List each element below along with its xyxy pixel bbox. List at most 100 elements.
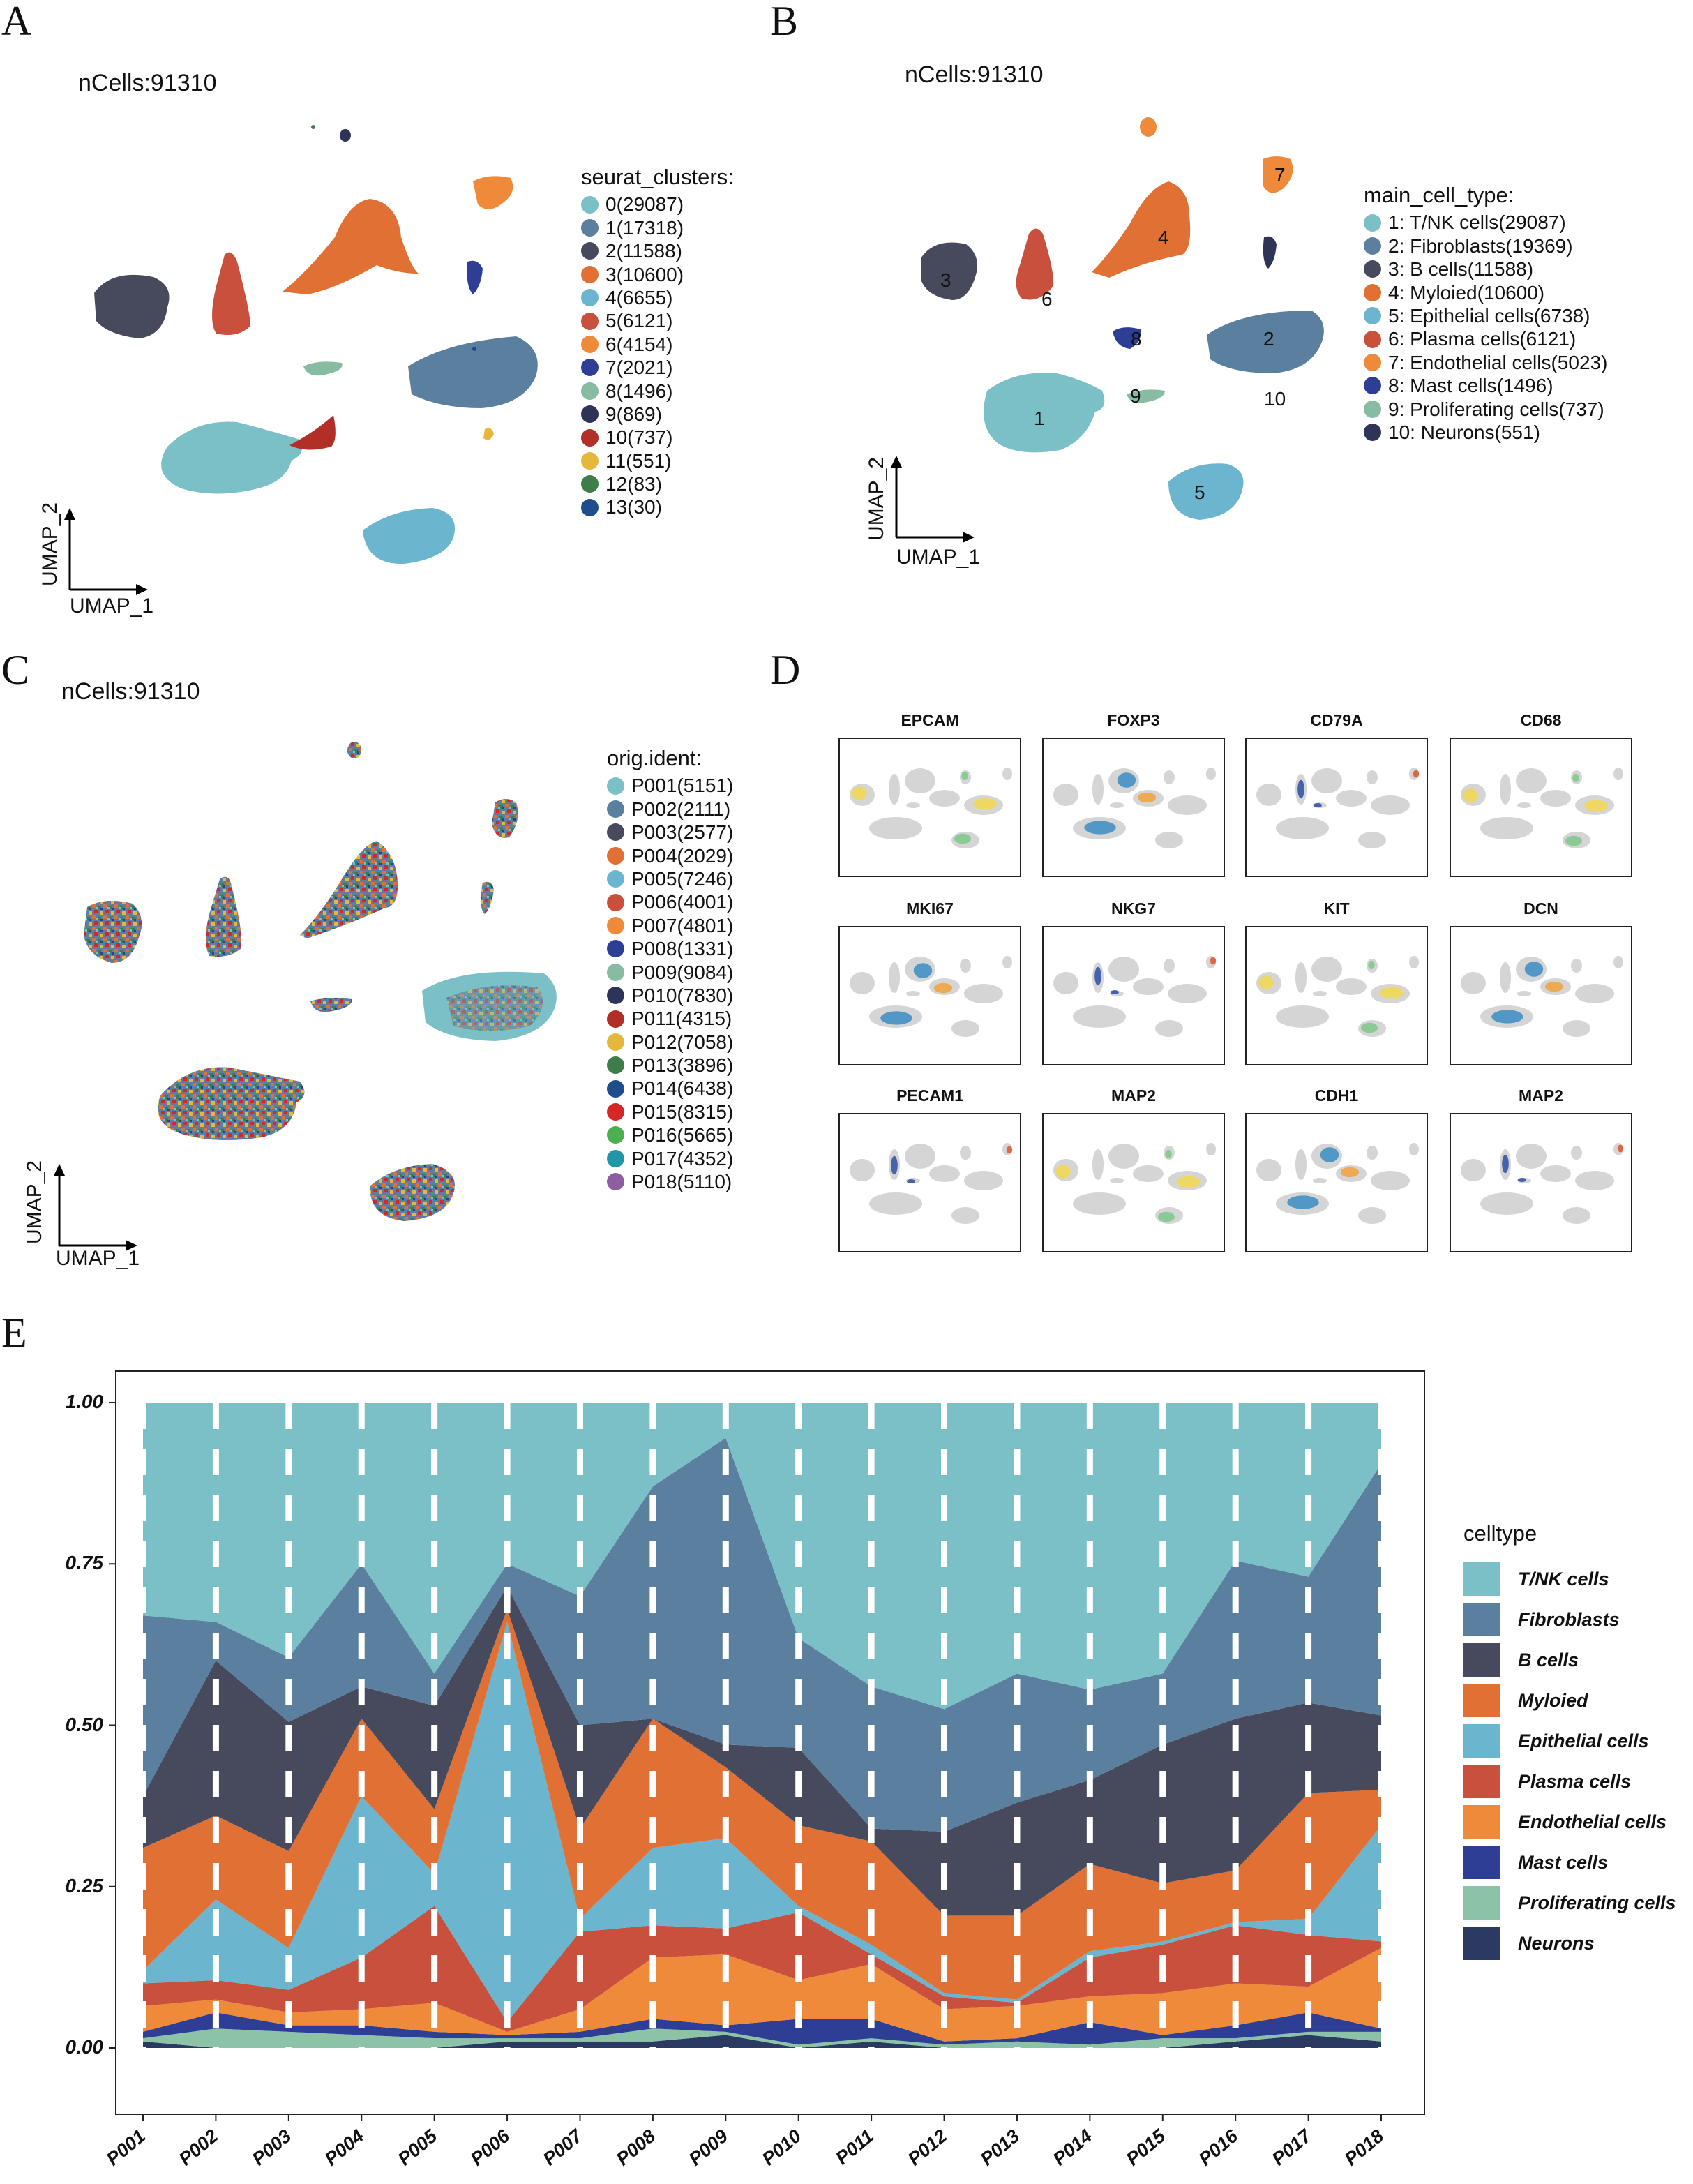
gene-title: MAP2 [1519, 1086, 1563, 1105]
gene-expression-spot [1165, 1150, 1172, 1158]
gene-cluster-shape [1516, 768, 1547, 793]
c-legend-item: P016(5665) [607, 1123, 733, 1146]
cluster-3-blob [283, 199, 419, 294]
celltype-legend-item: B cells [1463, 1640, 1676, 1680]
gene-title: FOXP3 [1107, 711, 1160, 729]
gene-cluster-shape [960, 1146, 971, 1160]
cell-type-1-blob [984, 373, 1105, 453]
gene-feature-plot [838, 1113, 1021, 1252]
gene-cluster-shape [1256, 1159, 1281, 1181]
celltype-legend-swatch [1463, 1846, 1500, 1879]
gene-cluster-shape [1480, 817, 1533, 839]
gene-cluster-shape [906, 991, 920, 996]
a-legend-item: 0(29087) [581, 193, 734, 216]
gene-umap-mini [1256, 1143, 1419, 1224]
gene-expression-spot [1137, 792, 1157, 803]
cluster-label-4: 4 [1158, 227, 1169, 248]
cluster-1-blob [408, 336, 538, 408]
panel-d-label: D [770, 647, 801, 693]
a-legend-label: 7(2021) [605, 357, 673, 379]
c-legend-label: P001(5151) [631, 775, 734, 797]
gene-cluster-shape [1517, 991, 1531, 996]
gene-expression-spot [973, 798, 997, 810]
gene-feature-plot [1042, 1113, 1225, 1252]
gene-expression-spot [1565, 835, 1582, 846]
celltype-legend-swatch [1463, 1805, 1500, 1839]
a-legend-dot [581, 289, 599, 307]
gene-expression-spot [880, 1011, 912, 1025]
gene-umap-mini [1053, 956, 1217, 1037]
gene-title: DCN [1523, 899, 1558, 918]
celltype-legend-item: Fibroblasts [1463, 1599, 1676, 1640]
celltype-legend-item: Neurons [1463, 1923, 1676, 1964]
b-legend-label: 2: Fibroblasts(19369) [1388, 234, 1573, 257]
gene-cluster-shape [1371, 795, 1410, 815]
gene-title: NKG7 [1111, 899, 1156, 918]
gene-expression-spot [1380, 987, 1404, 999]
c-legend-label: P008(1331) [631, 938, 734, 960]
gene-cluster-shape [1367, 1146, 1378, 1160]
celltype-legend-swatch [1463, 1603, 1500, 1636]
gene-cluster-shape [1336, 978, 1367, 995]
celltype-legend-item: Mast cells [1463, 1842, 1676, 1883]
gene-expression-spot [1518, 1178, 1526, 1182]
gene-cluster-shape [1500, 774, 1511, 805]
c-legend-item: P017(4352) [607, 1147, 733, 1170]
celltype-legend-label: Neurons [1518, 1932, 1595, 1954]
b-legend-label: 3: B cells(11588) [1388, 258, 1534, 281]
b-legend-item: 2: Fibroblasts(19369) [1364, 234, 1607, 257]
a-legend-item: 11(551) [581, 449, 734, 472]
gene-cluster-shape [1276, 1005, 1329, 1028]
c-legend-label: P012(7058) [631, 1031, 734, 1053]
c-legend-item: P007(4801) [607, 914, 733, 937]
gene-expression-spot [1502, 1154, 1509, 1174]
a-legend-dot [581, 428, 599, 447]
gene-feature-plot [1042, 926, 1225, 1065]
b-legend-item: 3: B cells(11588) [1364, 257, 1607, 281]
gene-umap-mini [850, 1143, 1013, 1224]
b-legend-dot [1364, 353, 1381, 371]
y-tick-label: 0.25 [65, 1874, 104, 1897]
panel-c-ylabel: UMAP_2 [23, 1160, 46, 1244]
gene-expression-spot [1006, 1146, 1013, 1154]
gene-cluster-shape [1206, 1143, 1216, 1155]
gene-cluster-shape [1613, 956, 1623, 968]
gene-cluster-shape [905, 768, 935, 793]
gene-cluster-shape [1073, 1192, 1126, 1215]
gene-feature-plot [838, 738, 1021, 877]
a-legend-item: 7(2021) [581, 356, 734, 379]
panel-c-axes [54, 1164, 137, 1251]
gene-umap-mini [1256, 768, 1420, 848]
cluster-9-blob [340, 129, 351, 142]
gene-cluster-shape [1295, 962, 1307, 993]
a-legend-label: 11(551) [605, 449, 672, 472]
a-legend-item: 8(1496) [581, 380, 734, 403]
gene-cluster-shape [1563, 1020, 1590, 1037]
a-legend-label: 3(10600) [605, 263, 684, 285]
c-legend-label: P007(4801) [631, 914, 734, 936]
gene-cluster-shape [1311, 957, 1342, 982]
area-myloied [143, 1609, 1381, 2000]
gene-cluster-shape [1575, 984, 1614, 1003]
b-legend-item: 1: T/NK cells(29087) [1364, 211, 1607, 234]
gene-umap-mini [1053, 768, 1216, 848]
gene-expression-spot [852, 786, 867, 800]
b-legend-label: 10: Neurons(551) [1388, 421, 1540, 443]
area-t-nk-cells [143, 1403, 1381, 1710]
panel-c-legend: orig.ident: P001(5151) P002(2111) P003(257… [607, 747, 733, 1193]
gene-expression-spot [1584, 800, 1608, 812]
gene-cluster-shape [889, 962, 900, 993]
a-legend-dot [581, 195, 599, 214]
celltype-legend-label: Proliferating cells [1518, 1892, 1676, 1913]
gene-cluster-shape [1206, 768, 1216, 780]
panel-b-legend: main_cell_type: 1: T/NK cells(29087) 2: F… [1364, 184, 1607, 444]
c-legend-item: P008(1331) [607, 937, 733, 960]
c-legend-item: P011(4315) [607, 1007, 733, 1030]
b-legend-item: 6: Plasma cells(6121) [1364, 327, 1607, 350]
cluster-label-1: 1 [1034, 407, 1045, 429]
gene-feature-plot [838, 926, 1021, 1065]
gene-cluster-shape [1133, 1165, 1164, 1182]
gene-cluster-shape [1155, 1020, 1183, 1037]
gene-cluster-shape [1110, 1178, 1124, 1183]
b-legend-dot [1364, 424, 1381, 442]
